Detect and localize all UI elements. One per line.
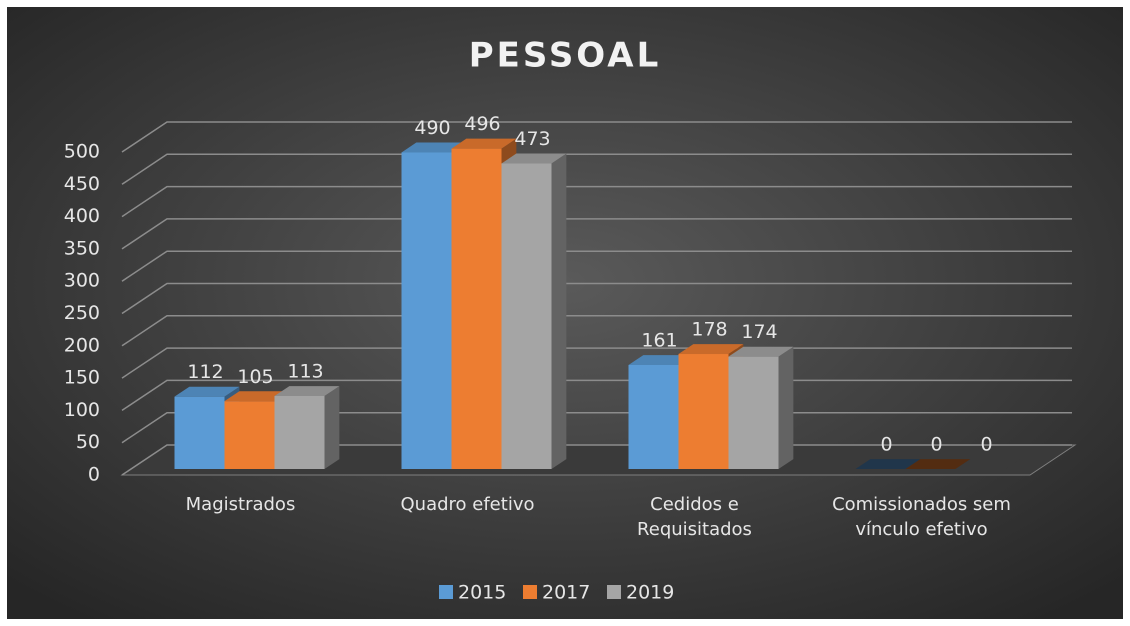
data-label: 496 bbox=[464, 113, 500, 135]
y-tick-label: 150 bbox=[64, 367, 100, 389]
legend-label: 2017 bbox=[542, 582, 590, 604]
bar-front bbox=[174, 396, 225, 469]
bar-top bbox=[955, 459, 1021, 469]
x-tick-label: Quadro efetivo bbox=[400, 494, 535, 515]
data-label: 0 bbox=[930, 434, 942, 456]
bar-top bbox=[728, 346, 794, 357]
y-tick-label: 200 bbox=[64, 334, 100, 356]
y-tick-label: 100 bbox=[64, 399, 100, 421]
legend-label: 2015 bbox=[458, 582, 506, 604]
x-tick-label: Magistrados bbox=[185, 494, 296, 515]
bar bbox=[855, 459, 921, 469]
bar-top bbox=[224, 391, 290, 402]
bar-top bbox=[678, 344, 744, 355]
bar-side bbox=[551, 153, 567, 470]
bar-top bbox=[401, 142, 467, 153]
bar-top bbox=[855, 459, 921, 469]
bar-front bbox=[401, 152, 452, 469]
data-label: 113 bbox=[287, 361, 323, 383]
bar-front bbox=[728, 356, 779, 469]
y-tick-label: 500 bbox=[64, 141, 100, 163]
y-tick-label: 450 bbox=[64, 173, 100, 195]
bar-top bbox=[905, 459, 971, 469]
bar-front bbox=[224, 401, 275, 469]
grid-line bbox=[121, 153, 1072, 185]
data-label: 490 bbox=[414, 117, 450, 139]
bar-front bbox=[501, 163, 552, 469]
x-tick-label: Cedidos e Requisitados bbox=[637, 494, 752, 540]
bar bbox=[728, 346, 794, 469]
y-tick-label: 250 bbox=[64, 302, 100, 324]
bar-top bbox=[174, 386, 240, 397]
grid-line bbox=[121, 250, 1072, 282]
bar-top bbox=[628, 355, 694, 365]
bar-side bbox=[778, 346, 794, 469]
data-label: 105 bbox=[237, 366, 273, 388]
bar-top bbox=[451, 138, 517, 149]
data-label: 0 bbox=[980, 434, 992, 456]
grid-line bbox=[121, 315, 1072, 347]
bar-top bbox=[501, 153, 567, 164]
bar-front bbox=[451, 148, 502, 470]
grid-line bbox=[121, 282, 1072, 315]
y-tick-label: 0 bbox=[88, 464, 100, 486]
bar-front bbox=[678, 354, 729, 469]
data-label: 112 bbox=[187, 361, 223, 383]
legend-swatch bbox=[523, 585, 537, 599]
y-tick-label: 350 bbox=[64, 237, 100, 259]
bar-top bbox=[274, 386, 340, 397]
x-tick-label: Comissionados sem vínculo efetivo bbox=[832, 494, 1011, 540]
bar-front bbox=[274, 396, 325, 469]
grid-line bbox=[121, 218, 1072, 250]
legend-label: 2019 bbox=[626, 582, 674, 604]
bar bbox=[501, 153, 567, 470]
grid-line bbox=[121, 185, 1072, 218]
data-label: 178 bbox=[691, 319, 727, 341]
bar-side bbox=[324, 386, 340, 469]
data-label: 161 bbox=[641, 330, 677, 352]
grid-line bbox=[121, 121, 1072, 153]
y-tick-label: 50 bbox=[76, 431, 100, 453]
legend-swatch bbox=[607, 585, 621, 599]
bar bbox=[905, 459, 971, 469]
data-label: 473 bbox=[514, 128, 550, 150]
bar-front bbox=[628, 364, 679, 469]
bar bbox=[274, 386, 340, 469]
y-tick-label: 300 bbox=[64, 270, 100, 292]
data-label: 174 bbox=[741, 321, 777, 343]
bar bbox=[955, 459, 1021, 469]
chart-title: PESSOAL bbox=[469, 36, 662, 76]
y-tick-label: 400 bbox=[64, 205, 100, 227]
legend-swatch bbox=[439, 585, 453, 599]
data-label: 0 bbox=[880, 434, 892, 456]
